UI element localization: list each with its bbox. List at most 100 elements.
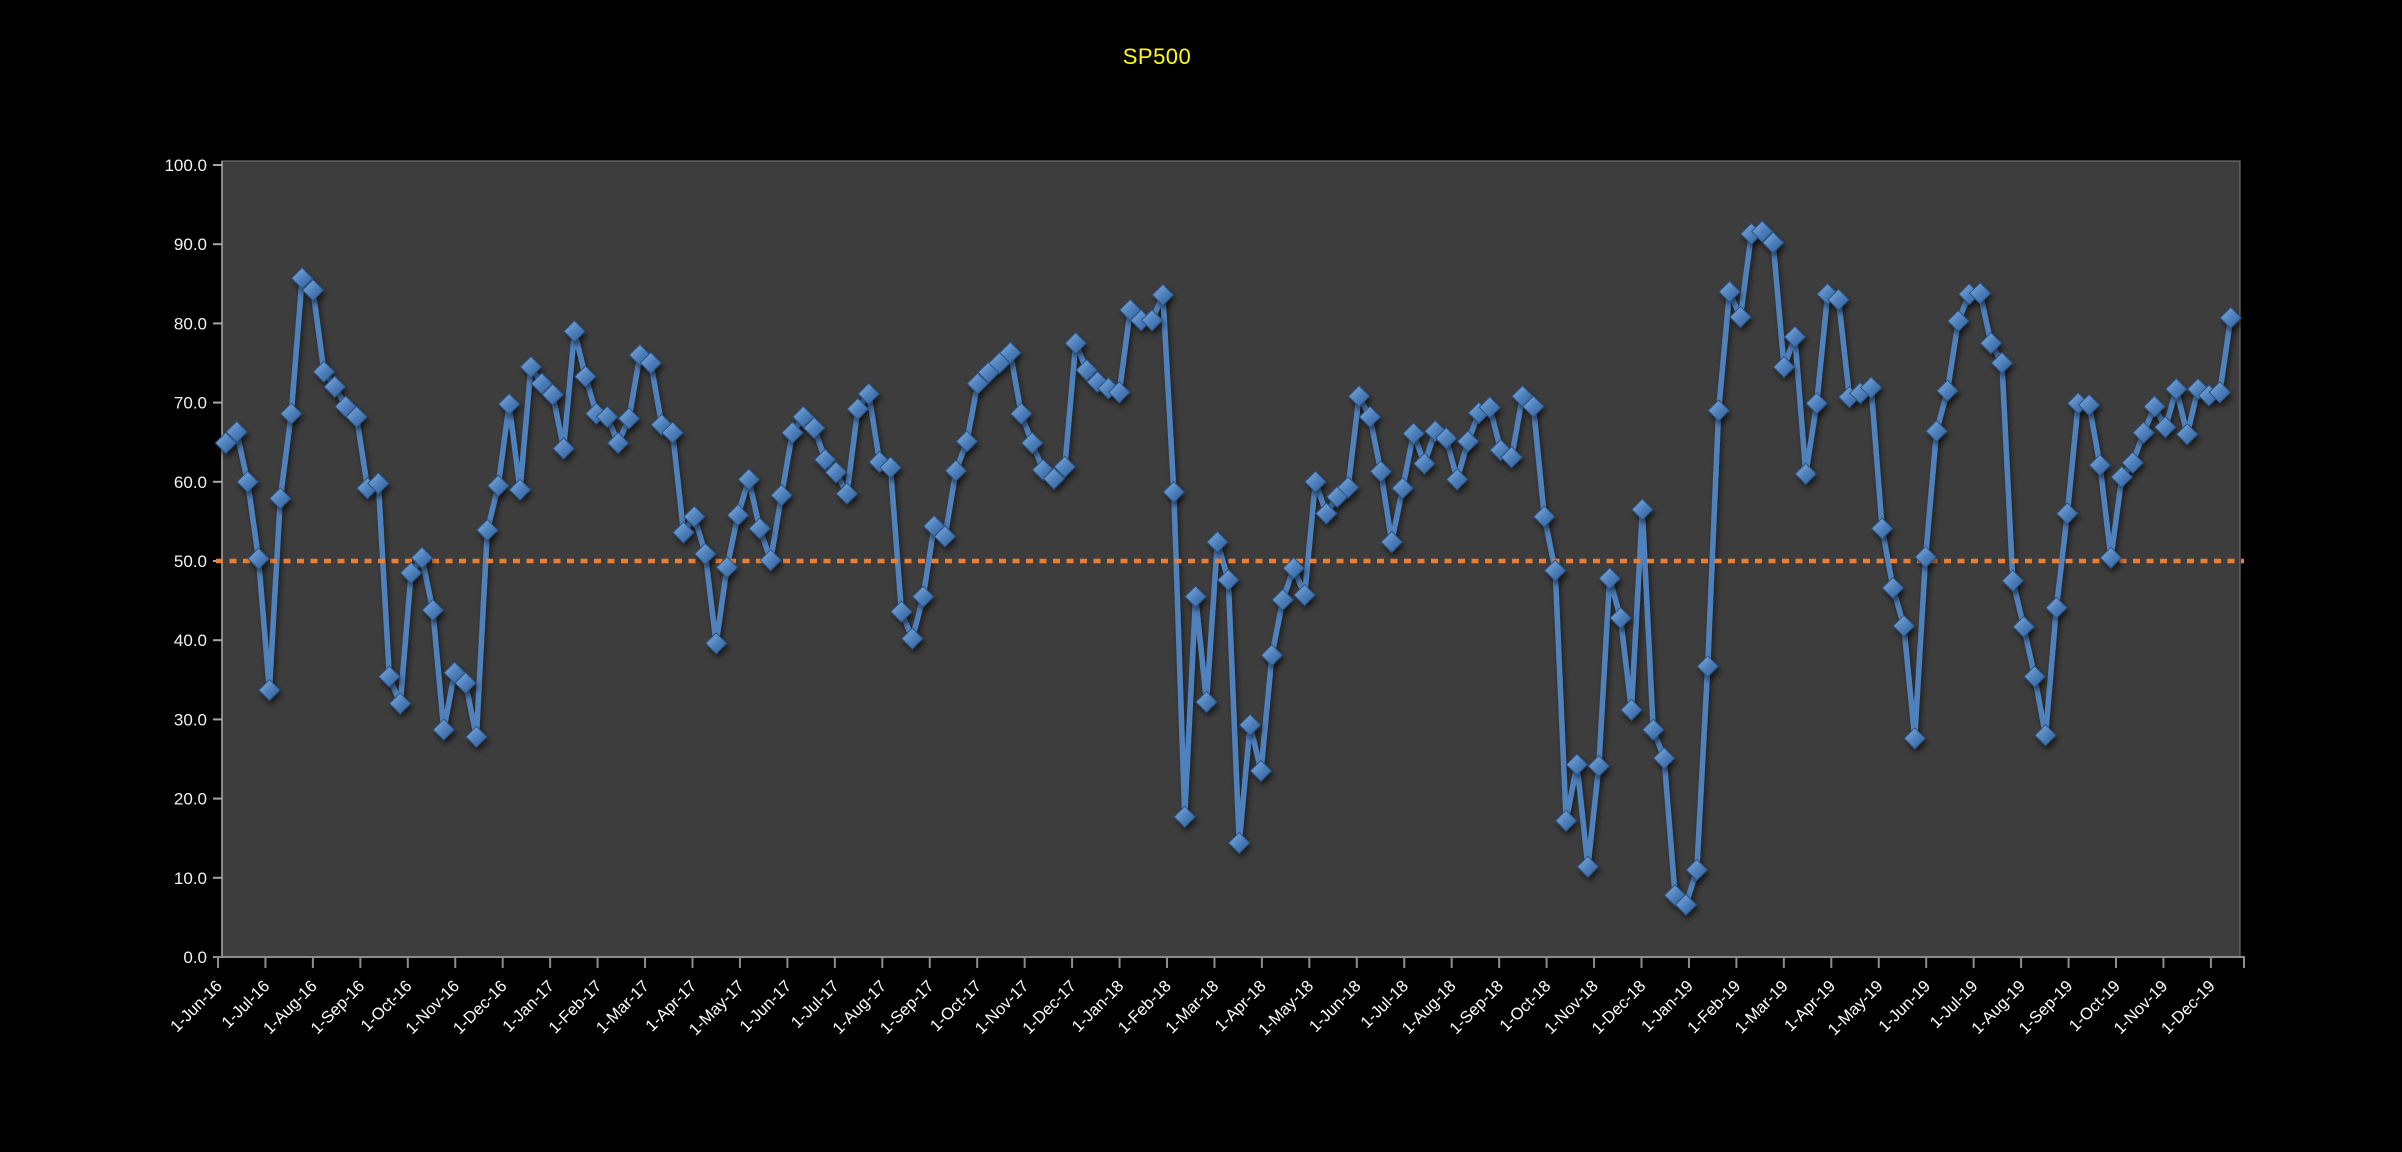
data-point-marker — [2132, 421, 2155, 444]
y-axis: 100.0 90.0 80.0 70.0 60.0 50.0 40.0 30.0 20.0 10.… — [164, 156, 223, 967]
data-point-marker — [225, 420, 248, 444]
data-point-marker — [2034, 724, 2057, 747]
data-point-marker — [290, 267, 314, 290]
data-point-marker — [2110, 465, 2133, 489]
data-point-marker — [2088, 453, 2112, 477]
data-point-marker — [1947, 309, 1970, 333]
data-point-marker — [617, 407, 641, 430]
data-point-marker — [1925, 419, 1948, 443]
data-point-marker — [715, 556, 739, 579]
data-point-marker — [1783, 325, 1807, 349]
data-point-marker — [1794, 462, 1817, 486]
data-point-marker — [2165, 377, 2188, 401]
data-point-marker — [1293, 583, 1316, 607]
data-point-marker — [1990, 351, 2014, 375]
data-point-marker — [1108, 381, 1131, 404]
data-point-marker — [1271, 588, 1294, 612]
data-point-marker — [552, 437, 575, 460]
y-tick-label: 80.0 — [174, 314, 207, 333]
data-point-marker — [2099, 546, 2123, 570]
data-point-marker — [781, 421, 804, 444]
data-point-marker — [824, 461, 848, 484]
data-point-marker — [1315, 502, 1338, 525]
data-point-marker — [2143, 395, 2166, 418]
data-point-marker — [1413, 452, 1436, 475]
chart-title: SP500 — [1122, 44, 1192, 69]
data-point-marker — [650, 413, 673, 436]
data-point-marker — [1260, 644, 1284, 667]
data-point-marker — [1162, 480, 1185, 504]
data-point-marker — [639, 351, 662, 375]
data-point-marker — [792, 405, 815, 429]
data-point-marker — [846, 397, 870, 421]
data-point-marker — [2208, 381, 2232, 404]
data-point-marker — [1805, 392, 1828, 415]
data-point-marker — [1620, 698, 1643, 722]
data-point-marker — [1042, 467, 1066, 490]
data-point-marker — [2175, 423, 2199, 446]
data-point-marker — [1761, 231, 1785, 254]
data-point-marker — [1097, 377, 1120, 400]
data-point-marker — [683, 505, 706, 528]
data-point-marker — [2045, 596, 2068, 619]
data-point-marker — [933, 525, 957, 548]
data-point-marker — [770, 484, 793, 507]
data-point-marker — [726, 503, 750, 527]
data-point-marker — [595, 405, 619, 429]
data-point-marker — [1914, 545, 1937, 569]
data-point-marker — [1707, 399, 1730, 422]
data-point-marker — [269, 487, 292, 510]
data-point-marker — [2012, 615, 2035, 638]
data-point-marker — [1184, 585, 1207, 608]
data-point-marker — [1358, 405, 1382, 429]
y-tick-label: 90.0 — [174, 235, 207, 254]
data-point-marker — [1576, 855, 1600, 878]
x-tick-label: 1-Mar-17 — [593, 977, 653, 1037]
data-point-marker — [1217, 568, 1240, 592]
data-point-marker — [2219, 306, 2242, 330]
y-tick-label: 50.0 — [174, 552, 207, 571]
data-point-marker — [1533, 505, 1556, 528]
data-point-marker — [2023, 665, 2046, 688]
data-point-marker — [966, 372, 989, 395]
data-point-marker — [1140, 309, 1164, 332]
data-point-marker — [1522, 395, 1545, 418]
data-point-marker — [1402, 422, 1425, 445]
data-point-marker — [563, 320, 586, 343]
data-point-marker — [1642, 718, 1665, 741]
x-tick-label: 1-Mar-19 — [1732, 977, 1792, 1037]
y-tick-label: 20.0 — [174, 790, 207, 809]
data-point-marker — [1903, 727, 1926, 750]
data-point-marker — [410, 546, 434, 570]
data-point-marker — [1173, 805, 1196, 829]
data-point-marker — [1565, 753, 1589, 776]
y-tick-label: 30.0 — [174, 710, 207, 729]
data-point-marker — [1434, 427, 1458, 450]
data-point-marker — [1772, 355, 1796, 379]
data-point-marker — [1238, 713, 1262, 737]
data-point-marker — [476, 518, 499, 542]
data-point-marker — [236, 470, 259, 494]
data-point-marker — [421, 598, 445, 622]
data-point-marker — [759, 549, 782, 572]
y-tick-label: 100.0 — [164, 156, 207, 175]
data-point-marker — [672, 521, 695, 544]
data-point-marker — [312, 360, 336, 383]
data-point-marker — [574, 365, 597, 388]
data-point-marker — [1554, 809, 1578, 832]
data-point-marker — [2186, 377, 2210, 401]
data-point-marker — [1718, 280, 1741, 303]
data-point-marker — [944, 459, 968, 482]
data-point-marker — [1609, 606, 1632, 630]
x-tick-label: 1-Jun-16 — [167, 977, 226, 1036]
data-point-marker — [2077, 393, 2101, 417]
data-point-marker — [378, 665, 401, 688]
data-point-marker — [1304, 470, 1327, 494]
data-point-marker — [1380, 530, 1403, 554]
data-point-marker — [1979, 331, 2003, 355]
data-point-marker — [1010, 402, 1033, 425]
data-point-marker — [2121, 451, 2144, 474]
data-point-marker — [1478, 396, 1501, 419]
x-tick-label: 1-Jun-18 — [1306, 977, 1365, 1036]
